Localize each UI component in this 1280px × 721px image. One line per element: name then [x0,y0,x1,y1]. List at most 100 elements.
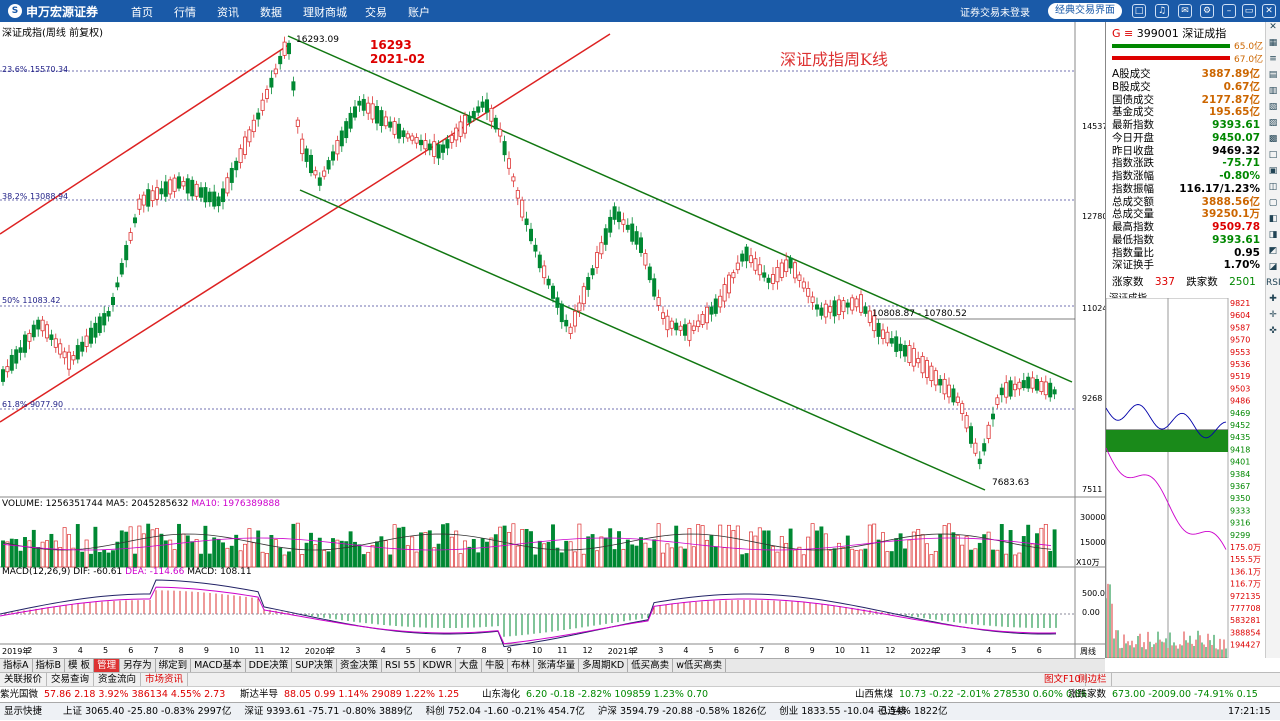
ticker-name: 山西焦煤 [855,689,893,700]
book-icon[interactable]: ▨ [1266,118,1280,133]
zoom-in-icon[interactable]: ✛ [1266,310,1280,325]
doc-icon[interactable]: ▧ [1266,102,1280,117]
tab[interactable]: 关联报价 [0,673,47,686]
maximize-icon[interactable]: ▭ [1242,4,1256,18]
tab[interactable]: 张清华量 [534,659,579,672]
candle [978,459,981,463]
ticker-item[interactable]: 山西焦煤 10.73 -0.22 -2.01% 278530 0.60% 0.86 [855,687,1087,703]
tab[interactable]: w低买高卖 [673,659,726,672]
volume-bar [675,526,678,567]
volume-bar [991,550,994,567]
frame-icon[interactable]: ▢ [1266,198,1280,213]
candle [507,159,510,169]
close-icon[interactable]: ✕ [1262,4,1276,18]
tab[interactable]: 大盘 [456,659,482,672]
tab[interactable]: 模 板 [65,659,94,672]
tab[interactable]: 布林 [508,659,534,672]
ticker-item[interactable]: 涨跌家数 673.00 -2009.00 -74.91% 0.15 [1068,687,1258,703]
quote-row: 今日开盘 9450.07 [1112,132,1260,145]
rsi-icon[interactable]: RSI [1266,278,1280,293]
tab[interactable]: 交易查询 [47,673,94,686]
show-shortcut[interactable]: 显示快捷 [4,706,42,717]
box-icon[interactable]: □ [1266,150,1280,165]
nav-wealth[interactable]: 理财商城 [303,4,347,20]
volume-bar [683,549,686,567]
view-icon[interactable]: ◪ [1266,262,1280,277]
kline-chart[interactable] [0,22,1105,658]
table-icon[interactable]: ▥ [1266,86,1280,101]
panel-icon[interactable]: ▣ [1266,166,1280,181]
minimize-icon[interactable]: – [1222,4,1236,18]
tab[interactable]: 资金流向 [94,673,141,686]
tab[interactable]: 指标B [33,659,66,672]
candle [142,195,145,205]
volume-bar [732,530,735,567]
candle [261,100,264,110]
tab[interactable]: 牛股 [482,659,508,672]
tab[interactable]: KDWR [420,659,457,672]
ticker-item[interactable]: 紫光国微 57.86 2.18 3.92% 386134 4.55% 2.73 [0,687,225,703]
tab[interactable]: SUP决策 [292,659,337,672]
tab[interactable]: 管理 [94,659,120,672]
side-toolbar[interactable]: ✕ ▦ ≡ ▤ ▥ ▧ ▨ ▩ □ ▣ ◫ ▢ ◧ ◨ ◩ ◪ RSI ✚ ✛ ✜ [1265,22,1280,658]
ticker-item[interactable]: 山东海化 6.20 -0.18 -2.82% 109859 1.23% 0.70 [482,687,708,703]
split-icon[interactable]: ◩ [1266,246,1280,261]
nav-account[interactable]: 账户 [408,4,430,20]
bottom-tabs[interactable]: 关联报价 交易查询 资金流向 市场资讯 图文F10 侧边栏 [0,672,1280,686]
nav-home[interactable]: 首页 [131,4,153,20]
tab[interactable]: DDE决策 [246,659,293,672]
volume-bar [472,539,475,567]
tab[interactable]: 资金决策 [337,659,382,672]
period-label[interactable]: 周线 [1080,646,1096,657]
headset-icon[interactable]: ♫ [1155,4,1169,18]
classic-trade-button[interactable]: 经典交易界面 [1048,3,1122,19]
nav-data[interactable]: 数据 [260,4,282,20]
tab[interactable]: RSI 55 [382,659,420,672]
candle [767,278,770,282]
tab[interactable]: MACD基本 [191,659,245,672]
candle [710,307,713,314]
gear-icon[interactable]: ⚙ [1200,4,1214,18]
chart-icon[interactable]: ▤ [1266,70,1280,85]
plus-icon[interactable]: ✚ [1266,294,1280,309]
volume-bar [239,551,242,567]
x-tick: 8 [784,646,789,655]
volume-bar [719,525,722,567]
indicator-tabs[interactable]: 指标A 指标B 模 板管理 另存为 绑定到 MACD基本 DDE决策 SUP决策 资金决策 RSI… [0,658,1105,672]
quote-value: 9469.32 [1212,145,1260,158]
layout-icon[interactable]: ◧ [1266,214,1280,229]
list-icon[interactable]: ≡ [1266,54,1280,69]
volume-bar [1018,553,1021,567]
quote-key: 指数涨幅 [1112,170,1154,182]
tab[interactable]: 指标A [0,659,33,672]
cross-icon[interactable]: ✕ [1266,22,1280,37]
zoom-out-icon[interactable]: ✜ [1266,326,1280,341]
tab[interactable]: 多周期KD [579,659,628,672]
volume-bar [943,525,946,567]
volume-bar [494,535,497,567]
tab[interactable]: 低买高卖 [628,659,673,672]
tab[interactable]: 市场资讯 [141,673,188,686]
grid-icon[interactable]: ▦ [1266,38,1280,53]
candle [917,359,920,363]
tab[interactable]: 绑定到 [156,659,192,672]
mail-icon[interactable]: ✉ [1178,4,1192,18]
nav-quotes[interactable]: 行情 [174,4,196,20]
window-icon[interactable]: □ [1132,4,1146,18]
tile-icon[interactable]: ◫ [1266,182,1280,197]
intraday-chart[interactable]: 9821 9604 9587 9570 9553 9536 9519 9503 9486 9469… [1106,298,1266,658]
candle [6,367,9,372]
nav-trade[interactable]: 交易 [365,4,387,20]
up-label: 涨家数 [1112,276,1144,288]
ticker-item[interactable]: 斯达半导 88.05 0.99 1.14% 29089 1.22% 1.25 [240,687,459,703]
window-icon[interactable]: ◨ [1266,230,1280,245]
side-tab[interactable]: 侧边栏 [1074,673,1112,686]
tab[interactable]: 另存为 [120,659,156,672]
login-status[interactable]: 证券交易未登录 [960,4,1030,19]
quote-row: 基金成交 195.65亿 [1112,106,1260,119]
candle [785,260,788,272]
page-icon[interactable]: ▩ [1266,134,1280,149]
chart-area[interactable]: 深证成指(周线 前复权) 深证成指周K线 16293 2021-02 16293… [0,22,1105,658]
nav-news[interactable]: 资讯 [217,4,239,20]
candle [934,371,937,385]
